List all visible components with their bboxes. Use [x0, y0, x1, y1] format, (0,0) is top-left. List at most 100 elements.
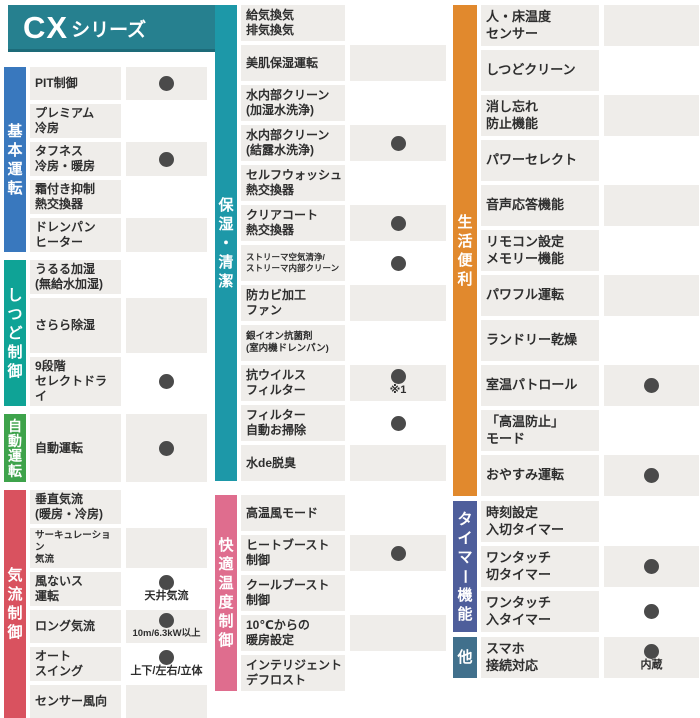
category-group: タイマー機能時刻設定 入切タイマー ワンタッチ 切タイマー ワンタッチ 入タイマー	[453, 501, 699, 632]
presence-dot	[390, 215, 406, 231]
feature-presence-cell	[604, 455, 699, 496]
feature-presence-cell	[604, 365, 699, 406]
presence-note: 内蔵	[640, 658, 663, 671]
feature-presence-cell	[604, 501, 699, 542]
category-bar: 気流制御	[4, 490, 26, 718]
feature-row: セルフウォッシュ 熱交換器	[241, 165, 446, 201]
presence-note: 上下/左右/立体	[130, 664, 203, 677]
feature-row: ヒートブースト 制御	[241, 535, 446, 571]
feature-label-cell: ストリーマ空気清浄/ ストリーマ内部クリーン	[241, 245, 345, 281]
category-label-char: 保	[218, 196, 234, 214]
category-label-char: 転	[8, 462, 22, 479]
feature-presence-cell	[350, 85, 446, 121]
category-label-char: 快	[218, 537, 234, 554]
feature-row: おやすみ運転	[481, 455, 699, 496]
presence-dot	[644, 604, 659, 619]
category-label-char: 他	[457, 649, 473, 666]
feature-label-cell: 消し忘れ 防止機能	[481, 95, 599, 136]
feature-label-cell: サーキュレーション 気流	[30, 528, 121, 568]
feature-presence-cell	[350, 205, 446, 241]
category-label-char: 制	[7, 343, 23, 361]
feature-label-cell: おやすみ運転	[481, 455, 599, 496]
category-label-char: 温	[218, 575, 234, 592]
feature-presence-cell	[604, 546, 699, 587]
feature-row: インテリジェント デフロスト	[241, 655, 446, 691]
feature-row: 水内部クリーン (加湿水洗浄)	[241, 85, 446, 121]
category-rows: 垂直気流 (暖房・冷房) サーキュレーション 気流 風ないス 運転 天井気流 ロング気流…	[30, 490, 207, 718]
feature-presence-cell: ※1	[350, 365, 446, 401]
feature-label-cell: 室温パトロール	[481, 365, 599, 406]
presence-dot	[159, 374, 174, 389]
feature-row: 抗ウイルス フィルター ※1	[241, 365, 446, 401]
feature-presence-cell	[126, 67, 207, 100]
feature-label-cell: 10℃からの 暖房設定	[241, 615, 345, 651]
category-label-char: 動	[8, 432, 22, 449]
category-rows: 高温風モード ヒートブースト 制御 クールブースト 制御 10℃からの 暖房設定 インテ…	[241, 495, 446, 691]
presence-dot	[159, 440, 174, 456]
feature-presence-cell	[126, 298, 207, 353]
feature-row: 防カビ加工 ファン	[241, 285, 446, 321]
feature-row: しつどクリーン	[481, 50, 699, 91]
feature-presence-cell	[350, 245, 446, 281]
feature-row: ワンタッチ 入タイマー	[481, 591, 699, 632]
category-label-char: 転	[7, 179, 23, 197]
presence-dot	[390, 415, 406, 431]
feature-row: PIT制御	[30, 67, 207, 100]
feature-presence-cell	[126, 684, 207, 718]
feature-row: 自動運転	[30, 414, 207, 482]
feature-label-cell: クールブースト 制御	[241, 575, 345, 611]
feature-presence-cell	[126, 357, 207, 406]
category-bar: タイマー機能	[453, 501, 477, 632]
feature-label-cell: ヒートブースト 制御	[241, 535, 345, 571]
series-suffix-text: シリーズ	[71, 20, 147, 41]
feature-row: 10℃からの 暖房設定	[241, 615, 446, 651]
feature-presence-cell	[604, 140, 699, 181]
feature-presence-cell	[350, 615, 446, 651]
feature-row: 銀イオン抗菌剤 (室内機ドレンパン)	[241, 325, 446, 361]
presence-dot	[390, 369, 406, 385]
category-label-char: 御	[7, 623, 23, 641]
presence-dot	[159, 649, 174, 665]
feature-label-cell: ワンタッチ 入タイマー	[481, 591, 599, 632]
feature-presence-cell: 上下/左右/立体	[126, 647, 207, 681]
feature-row: さらら除湿	[30, 298, 207, 353]
category-label-char: 自	[8, 417, 22, 434]
feature-label-cell: パワフル運転	[481, 275, 599, 316]
feature-presence-cell	[350, 165, 446, 201]
category-label-char: 活	[457, 232, 473, 250]
category-group: 基本運転 PIT制御 プレミアム 冷房 タフネス 冷房・暖房 霜付き抑制 熱交換器 ドレン…	[4, 67, 207, 252]
feature-presence-cell	[350, 5, 446, 41]
feature-label-cell: 美肌保湿運転	[241, 45, 345, 81]
feature-row: スマホ 接続対応 内蔵	[481, 637, 699, 678]
feature-label-cell: 給気換気 排気換気	[241, 5, 345, 41]
category-label-char: マ	[457, 548, 473, 566]
feature-label-cell: タフネス 冷房・暖房	[30, 142, 121, 176]
feature-label-cell: 水内部クリーン (加湿水洗浄)	[241, 85, 345, 121]
feature-label-cell: 霜付き抑制 熱交換器	[30, 180, 121, 214]
category-label-char: 基	[7, 122, 23, 140]
feature-presence-cell	[350, 445, 446, 481]
feature-label-cell: フィルター 自動お掃除	[241, 405, 345, 441]
category-rows: 自動運転	[30, 414, 207, 482]
feature-row: ストリーマ空気清浄/ ストリーマ内部クリーン	[241, 245, 446, 281]
feature-row: タフネス 冷房・暖房	[30, 142, 207, 176]
presence-dot	[159, 151, 174, 167]
category-label-char: ど	[7, 324, 23, 342]
feature-label-cell: しつどクリーン	[481, 50, 599, 91]
category-rows: 給気換気 排気換気 美肌保湿運転 水内部クリーン (加湿水洗浄) 水内部クリーン (結…	[241, 5, 446, 481]
category-rows: うるる加湿 (無給水加湿) さらら除湿 9段階 セレクトドライ	[30, 260, 207, 406]
category-label-char: タ	[457, 510, 473, 528]
feature-label-cell: 音声応答機能	[481, 185, 599, 226]
category-bar: 基本運転	[4, 67, 26, 252]
category-label-char: イ	[457, 529, 473, 547]
category-label-char: 気	[7, 566, 23, 584]
category-label-char: 運	[8, 447, 22, 464]
feature-label-cell: PIT制御	[30, 67, 121, 100]
feature-row: プレミアム 冷房	[30, 104, 207, 138]
feature-presence-cell	[350, 405, 446, 441]
category-label-char: 御	[7, 362, 23, 380]
feature-presence-cell	[126, 180, 207, 214]
feature-row: 垂直気流 (暖房・冷房)	[30, 490, 207, 524]
feature-presence-cell	[604, 410, 699, 451]
feature-presence-cell	[126, 142, 207, 176]
